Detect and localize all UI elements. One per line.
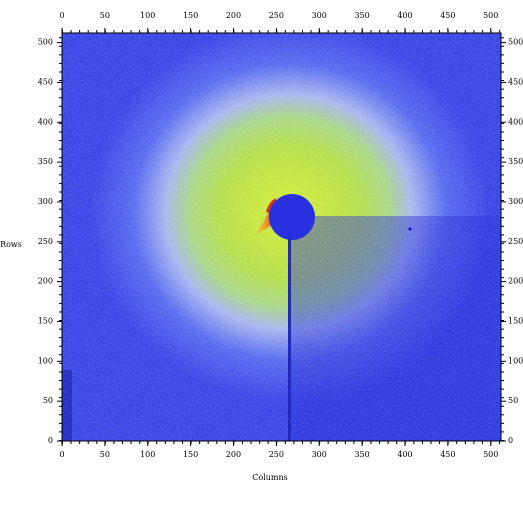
- y-tick-label: 100: [38, 356, 53, 365]
- x-tick-label-top: 250: [269, 11, 284, 20]
- x-tick-label: 0: [59, 450, 64, 459]
- y-tick-label: 0: [48, 436, 53, 445]
- x-tick-label-top: 500: [483, 11, 498, 20]
- x-tick-label: 100: [140, 450, 155, 459]
- x-tick-label: 300: [312, 450, 327, 459]
- y-tick-label-right: 350: [508, 157, 523, 166]
- y-tick-label-right: 300: [508, 197, 523, 206]
- y-tick-label: 300: [38, 197, 53, 206]
- y-tick-label: 150: [38, 316, 53, 325]
- x-tick-label-top: 450: [440, 11, 455, 20]
- y-tick-label: 200: [38, 277, 53, 286]
- y-tick-label: 500: [38, 38, 53, 47]
- y-tick-label-right: 0: [508, 436, 513, 445]
- x-tick-label: 150: [183, 450, 198, 459]
- y-tick-label-right: 400: [508, 117, 523, 126]
- x-tick-label: 200: [226, 450, 241, 459]
- y-tick-label: 50: [43, 396, 53, 405]
- x-tick-label: 350: [354, 450, 369, 459]
- y-tick-label-right: 200: [508, 277, 523, 286]
- y-tick-label: 450: [38, 77, 53, 86]
- plot-frame: [61, 32, 502, 442]
- y-tick-label-right: 450: [508, 77, 523, 86]
- x-tick-label: 250: [269, 450, 284, 459]
- x-tick-label-top: 50: [100, 11, 110, 20]
- y-tick-label-right: 500: [508, 38, 523, 47]
- y-tick-label-right: 150: [508, 316, 523, 325]
- x-axis-label: Columns: [252, 473, 288, 482]
- x-tick-label-top: 100: [140, 11, 155, 20]
- x-tick-label: 400: [397, 450, 412, 459]
- x-tick-label: 500: [483, 450, 498, 459]
- y-tick-label: 250: [38, 237, 53, 246]
- x-tick-label: 450: [440, 450, 455, 459]
- y-axis-label: Rows: [0, 240, 22, 249]
- y-tick-label-right: 50: [508, 396, 518, 405]
- detector-image: [62, 33, 501, 441]
- x-tick-label-top: 200: [226, 11, 241, 20]
- y-tick-label-right: 250: [508, 237, 523, 246]
- x-tick-label-top: 0: [59, 11, 64, 20]
- x-tick-label-top: 300: [312, 11, 327, 20]
- x-tick-label-top: 150: [183, 11, 198, 20]
- x-tick-label: 50: [100, 450, 110, 459]
- y-tick-label: 400: [38, 117, 53, 126]
- y-tick-label-right: 100: [508, 356, 523, 365]
- x-tick-label-top: 400: [397, 11, 412, 20]
- y-tick-label: 350: [38, 157, 53, 166]
- x-tick-label-top: 350: [354, 11, 369, 20]
